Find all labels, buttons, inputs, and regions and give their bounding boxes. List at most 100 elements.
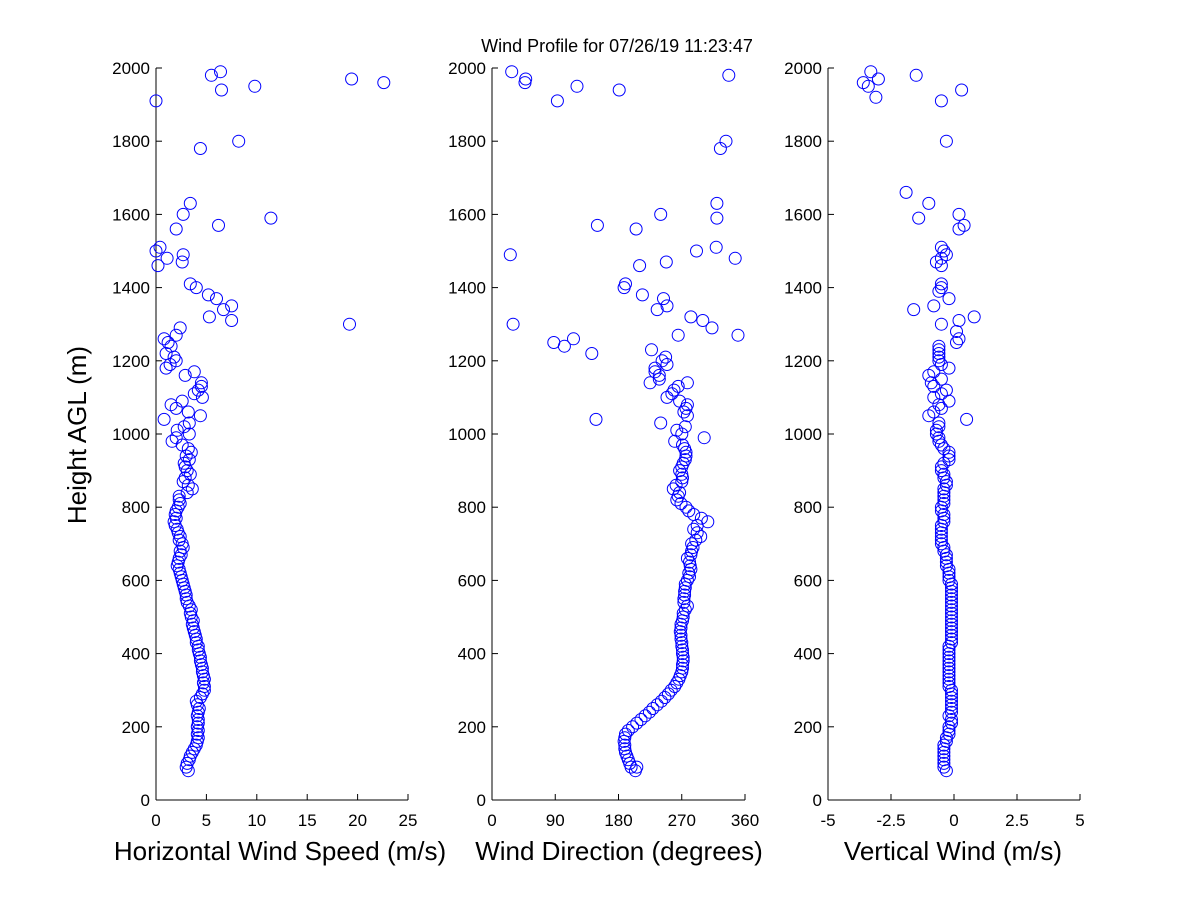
vertical-point	[937, 442, 951, 456]
speed-point	[173, 544, 187, 558]
speed-point	[169, 431, 183, 445]
vertical-point	[945, 625, 958, 639]
direction-point	[633, 259, 647, 273]
direction-point	[673, 464, 687, 478]
direction-point	[657, 292, 670, 306]
vertical-point	[934, 317, 948, 331]
direction-point	[687, 522, 701, 536]
vertical-panel: 0 200 400 600 800 1000 1200 1400 1600 1800 2000 -5 -…	[784, 59, 1085, 866]
vertical-point	[942, 292, 956, 306]
speed-x-tick-label: 5	[202, 811, 211, 830]
direction-y-tick-label: 1200	[448, 352, 486, 371]
direction-x-tick-label: 270	[668, 811, 696, 830]
speed-point	[185, 482, 199, 496]
direction-y-tick-label: 600	[458, 571, 486, 590]
direction-y-tick-label: 400	[458, 645, 486, 664]
vertical-point	[864, 65, 878, 79]
speed-point	[169, 328, 183, 342]
vertical-point	[932, 350, 946, 364]
direction-x-tick-label: 90	[546, 811, 565, 830]
vertical-point	[942, 680, 956, 693]
vertical-point	[937, 493, 951, 507]
direction-point	[666, 482, 680, 496]
direction-point	[654, 416, 668, 430]
vertical-point	[934, 401, 948, 415]
direction-point	[673, 486, 687, 500]
vertical-point	[945, 702, 958, 715]
direction-point	[684, 310, 698, 324]
speed-point	[172, 493, 186, 507]
speed-point	[187, 365, 201, 379]
speed-y-tick-label: 1200	[112, 352, 150, 371]
direction-point	[618, 742, 632, 756]
speed-point	[159, 347, 173, 360]
speed-point	[167, 350, 181, 364]
speed-y-tick-label: 1800	[112, 132, 150, 151]
direction-point	[676, 606, 690, 620]
vertical-point	[937, 497, 951, 510]
vertical-y-tick-label: 0	[813, 791, 822, 810]
direction-point	[694, 511, 708, 525]
direction-point	[722, 68, 736, 82]
vertical-point	[939, 551, 953, 565]
vertical-point	[932, 354, 946, 368]
speed-point	[173, 321, 187, 335]
direction-point	[626, 720, 640, 734]
speed-point	[176, 248, 190, 262]
direction-point	[678, 420, 692, 434]
direction-point	[680, 551, 694, 565]
speed-point	[182, 453, 196, 467]
direction-point	[589, 412, 603, 426]
direction-point	[668, 434, 682, 448]
vertical-point	[922, 409, 936, 423]
speed-point	[183, 467, 197, 481]
direction-point	[661, 687, 675, 701]
direction-point	[680, 409, 694, 423]
vertical-point	[932, 420, 946, 434]
vertical-y-tick-label: 1200	[784, 352, 822, 371]
direction-point	[679, 500, 693, 514]
direction-point	[648, 361, 662, 375]
vertical-point	[937, 482, 951, 496]
direction-point	[731, 328, 745, 342]
direction-point	[550, 94, 564, 108]
speed-point	[175, 255, 189, 269]
speed-point	[187, 387, 201, 401]
direction-point	[728, 251, 742, 265]
vertical-point	[945, 603, 958, 617]
speed-point	[165, 434, 179, 448]
direction-point	[650, 303, 664, 317]
vertical-point	[934, 464, 948, 478]
speed-point	[172, 489, 186, 503]
speed-x-tick-label: 10	[247, 811, 266, 830]
speed-panel: 0 200 400 600 800 1000 1200 1400 1600 1800 2000 0 5 1…	[112, 59, 446, 866]
vertical-point	[942, 665, 956, 679]
direction-point	[621, 724, 635, 737]
direction-point	[630, 760, 644, 774]
vertical-x-tick-label: 5	[1075, 811, 1084, 830]
direction-point	[680, 376, 694, 390]
vertical-point	[942, 720, 956, 734]
direction-point	[680, 398, 694, 412]
vertical-point	[929, 255, 943, 269]
vertical-point	[937, 467, 951, 481]
vertical-point	[939, 548, 953, 562]
direction-y-tick-label: 0	[477, 791, 486, 810]
vertical-point	[939, 383, 953, 397]
direction-point	[683, 555, 696, 569]
vertical-point	[934, 372, 948, 386]
vertical-point	[942, 669, 956, 683]
vertical-point	[934, 277, 948, 291]
vertical-point	[927, 390, 941, 404]
vertical-point	[942, 650, 956, 664]
vertical-y-tick-label: 400	[794, 645, 822, 664]
vertical-point	[945, 621, 958, 635]
vertical-point	[932, 284, 946, 298]
vertical-point	[942, 449, 956, 463]
vertical-point	[945, 713, 958, 726]
speed-point	[149, 94, 163, 108]
vertical-point	[957, 218, 971, 232]
direction-point	[678, 588, 692, 602]
vertical-point	[937, 738, 951, 752]
